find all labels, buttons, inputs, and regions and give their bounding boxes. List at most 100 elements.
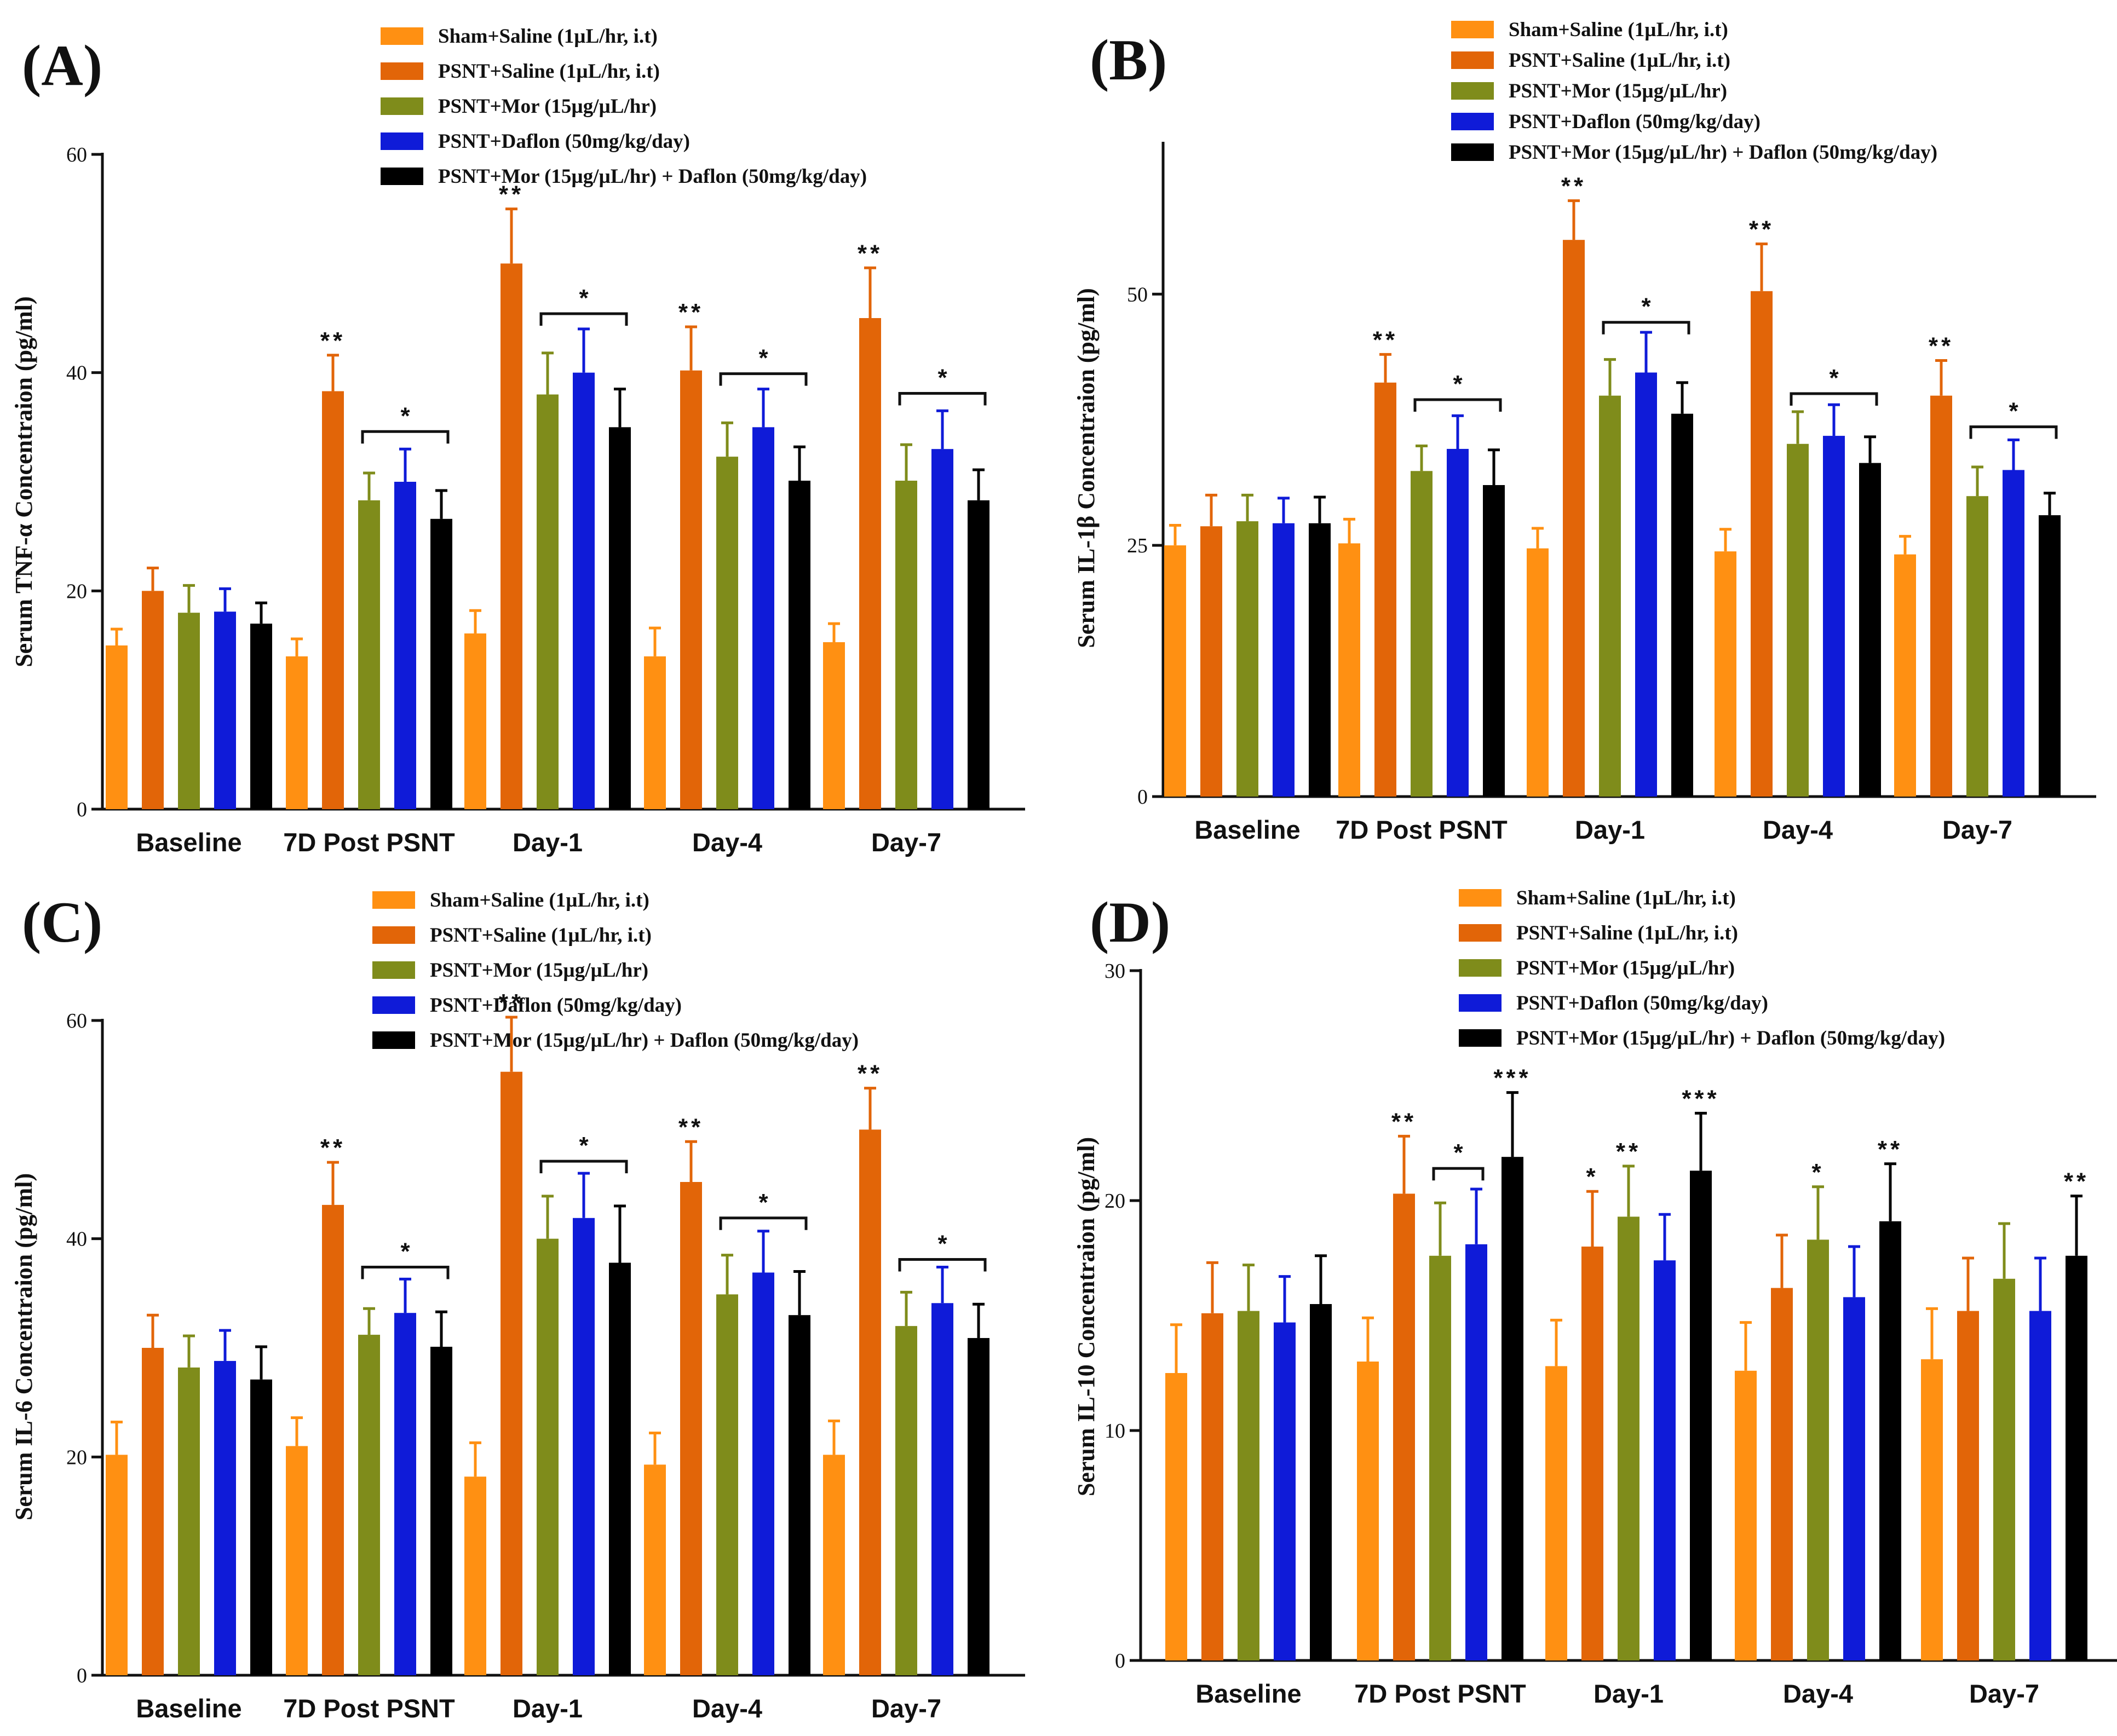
bar bbox=[1165, 1373, 1187, 1660]
bar bbox=[680, 1182, 702, 1675]
significance-marker: ** bbox=[1929, 332, 1954, 359]
bar bbox=[1357, 1362, 1379, 1660]
significance-marker: * bbox=[937, 1231, 947, 1258]
panel-label: (A) bbox=[22, 33, 102, 97]
bar bbox=[1771, 1288, 1793, 1660]
bar bbox=[1309, 523, 1331, 797]
significance-marker: ** bbox=[1373, 326, 1398, 353]
y-tick-label: 0 bbox=[1137, 786, 1148, 809]
category-label: Baseline bbox=[1194, 815, 1300, 844]
significance-marker: * bbox=[579, 1132, 589, 1159]
category-label: 7D Post PSNT bbox=[1354, 1679, 1526, 1708]
bar bbox=[178, 613, 200, 809]
significance-bracket bbox=[1602, 321, 1690, 334]
y-tick-label: 25 bbox=[1127, 534, 1148, 557]
y-tick-label: 60 bbox=[66, 143, 87, 166]
bar bbox=[1921, 1359, 1943, 1660]
bar bbox=[680, 370, 702, 809]
bar bbox=[1483, 485, 1505, 797]
bar bbox=[716, 457, 738, 809]
category-label: Day-4 bbox=[692, 828, 762, 857]
significance-marker: ** bbox=[320, 1134, 346, 1161]
y-tick-label: 40 bbox=[66, 1228, 87, 1251]
bar bbox=[609, 1262, 631, 1675]
bar bbox=[789, 481, 810, 809]
legend-swatch-5 bbox=[381, 168, 423, 185]
bar bbox=[1338, 543, 1360, 797]
category-label: Day-4 bbox=[1783, 1679, 1853, 1708]
y-tick-label: 20 bbox=[66, 580, 87, 603]
category-label: Day-7 bbox=[1969, 1679, 2039, 1708]
bar bbox=[1690, 1170, 1712, 1660]
y-tick-label: 50 bbox=[1127, 283, 1148, 306]
bar bbox=[1843, 1297, 1865, 1660]
bar bbox=[2066, 1255, 2087, 1660]
significance-marker: ** bbox=[2064, 1168, 2089, 1195]
y-tick-label: 0 bbox=[77, 798, 87, 821]
bar bbox=[1465, 1244, 1487, 1660]
bar bbox=[823, 1455, 845, 1675]
legend-label-2: PSNT+Saline (1µL/hr, i.t) bbox=[438, 60, 660, 83]
significance-marker: * bbox=[400, 1238, 410, 1265]
category-label: Day-4 bbox=[692, 1694, 762, 1723]
significance-marker: ** bbox=[678, 299, 704, 326]
bar bbox=[358, 1335, 380, 1675]
category-label: Day-1 bbox=[513, 828, 583, 857]
legend-swatch-2 bbox=[1451, 51, 1494, 69]
bar bbox=[1563, 240, 1585, 797]
significance-bracket bbox=[539, 312, 628, 326]
chart-panel-d: (D) Sham+Saline (1µL/hr, i.t) PSNT+Saline … bbox=[1073, 887, 2117, 1708]
bar bbox=[1393, 1193, 1415, 1660]
legend-label-4: PSNT+Daflon (50mg/kg/day) bbox=[438, 130, 690, 153]
legend-swatch-4 bbox=[1459, 994, 1502, 1012]
legend-swatch-1 bbox=[1459, 889, 1502, 907]
category-label: 7D Post PSNT bbox=[283, 828, 455, 857]
bar bbox=[464, 1477, 486, 1675]
bar bbox=[1930, 395, 1952, 797]
bar bbox=[859, 318, 881, 809]
bar bbox=[250, 1379, 272, 1675]
significance-marker: * bbox=[1453, 371, 1463, 397]
bar bbox=[322, 391, 344, 809]
significance-bracket bbox=[1790, 392, 1878, 406]
category-label: Baseline bbox=[136, 828, 241, 857]
legend-label-5: PSNT+Mor (15µg/µL/hr) + Daflon (50mg/kg/… bbox=[1516, 1027, 1945, 1049]
bar bbox=[859, 1129, 881, 1675]
legend-label-2: PSNT+Saline (1µL/hr, i.t) bbox=[1516, 922, 1738, 944]
legend-swatch-4 bbox=[381, 132, 423, 150]
bar bbox=[968, 500, 990, 809]
bar bbox=[286, 1446, 308, 1675]
bar bbox=[142, 591, 164, 809]
bar bbox=[1581, 1247, 1603, 1660]
significance-marker: ** bbox=[858, 1060, 883, 1087]
legend-label-3: PSNT+Mor (15µg/µL/hr) bbox=[1509, 80, 1727, 102]
legend-swatch-5 bbox=[1459, 1029, 1502, 1047]
bar bbox=[1201, 1313, 1223, 1660]
significance-bracket bbox=[1969, 425, 2058, 439]
legend-label-5: PSNT+Mor (15µg/µL/hr) + Daflon (50mg/kg/… bbox=[1509, 141, 1937, 164]
bar bbox=[394, 482, 416, 809]
legend-label-4: PSNT+Daflon (50mg/kg/day) bbox=[430, 994, 682, 1017]
y-axis-title: Serum IL-6 Concentraion (pg/ml) bbox=[10, 1173, 37, 1520]
significance-bracket bbox=[719, 372, 808, 386]
bar bbox=[322, 1204, 344, 1675]
panel-label: (B) bbox=[1090, 28, 1167, 92]
legend-swatch-4 bbox=[372, 996, 415, 1014]
bar bbox=[1618, 1216, 1639, 1660]
bar bbox=[214, 612, 236, 809]
category-label: Day-7 bbox=[1942, 815, 2012, 844]
bar bbox=[1859, 463, 1881, 797]
y-tick-label: 0 bbox=[77, 1664, 87, 1687]
legend-swatch-5 bbox=[372, 1031, 415, 1049]
y-axis-title: Serum IL-10 Concentraion (pg/ml) bbox=[1073, 1137, 1100, 1496]
significance-bracket bbox=[361, 1265, 450, 1279]
significance-marker: ** bbox=[499, 989, 524, 1016]
bar bbox=[178, 1367, 200, 1675]
bar bbox=[1238, 1311, 1259, 1660]
significance-marker: ** bbox=[858, 240, 883, 267]
bar bbox=[931, 449, 953, 809]
bar bbox=[1957, 1311, 1979, 1660]
significance-bracket bbox=[539, 1160, 628, 1174]
bar bbox=[1545, 1366, 1567, 1660]
